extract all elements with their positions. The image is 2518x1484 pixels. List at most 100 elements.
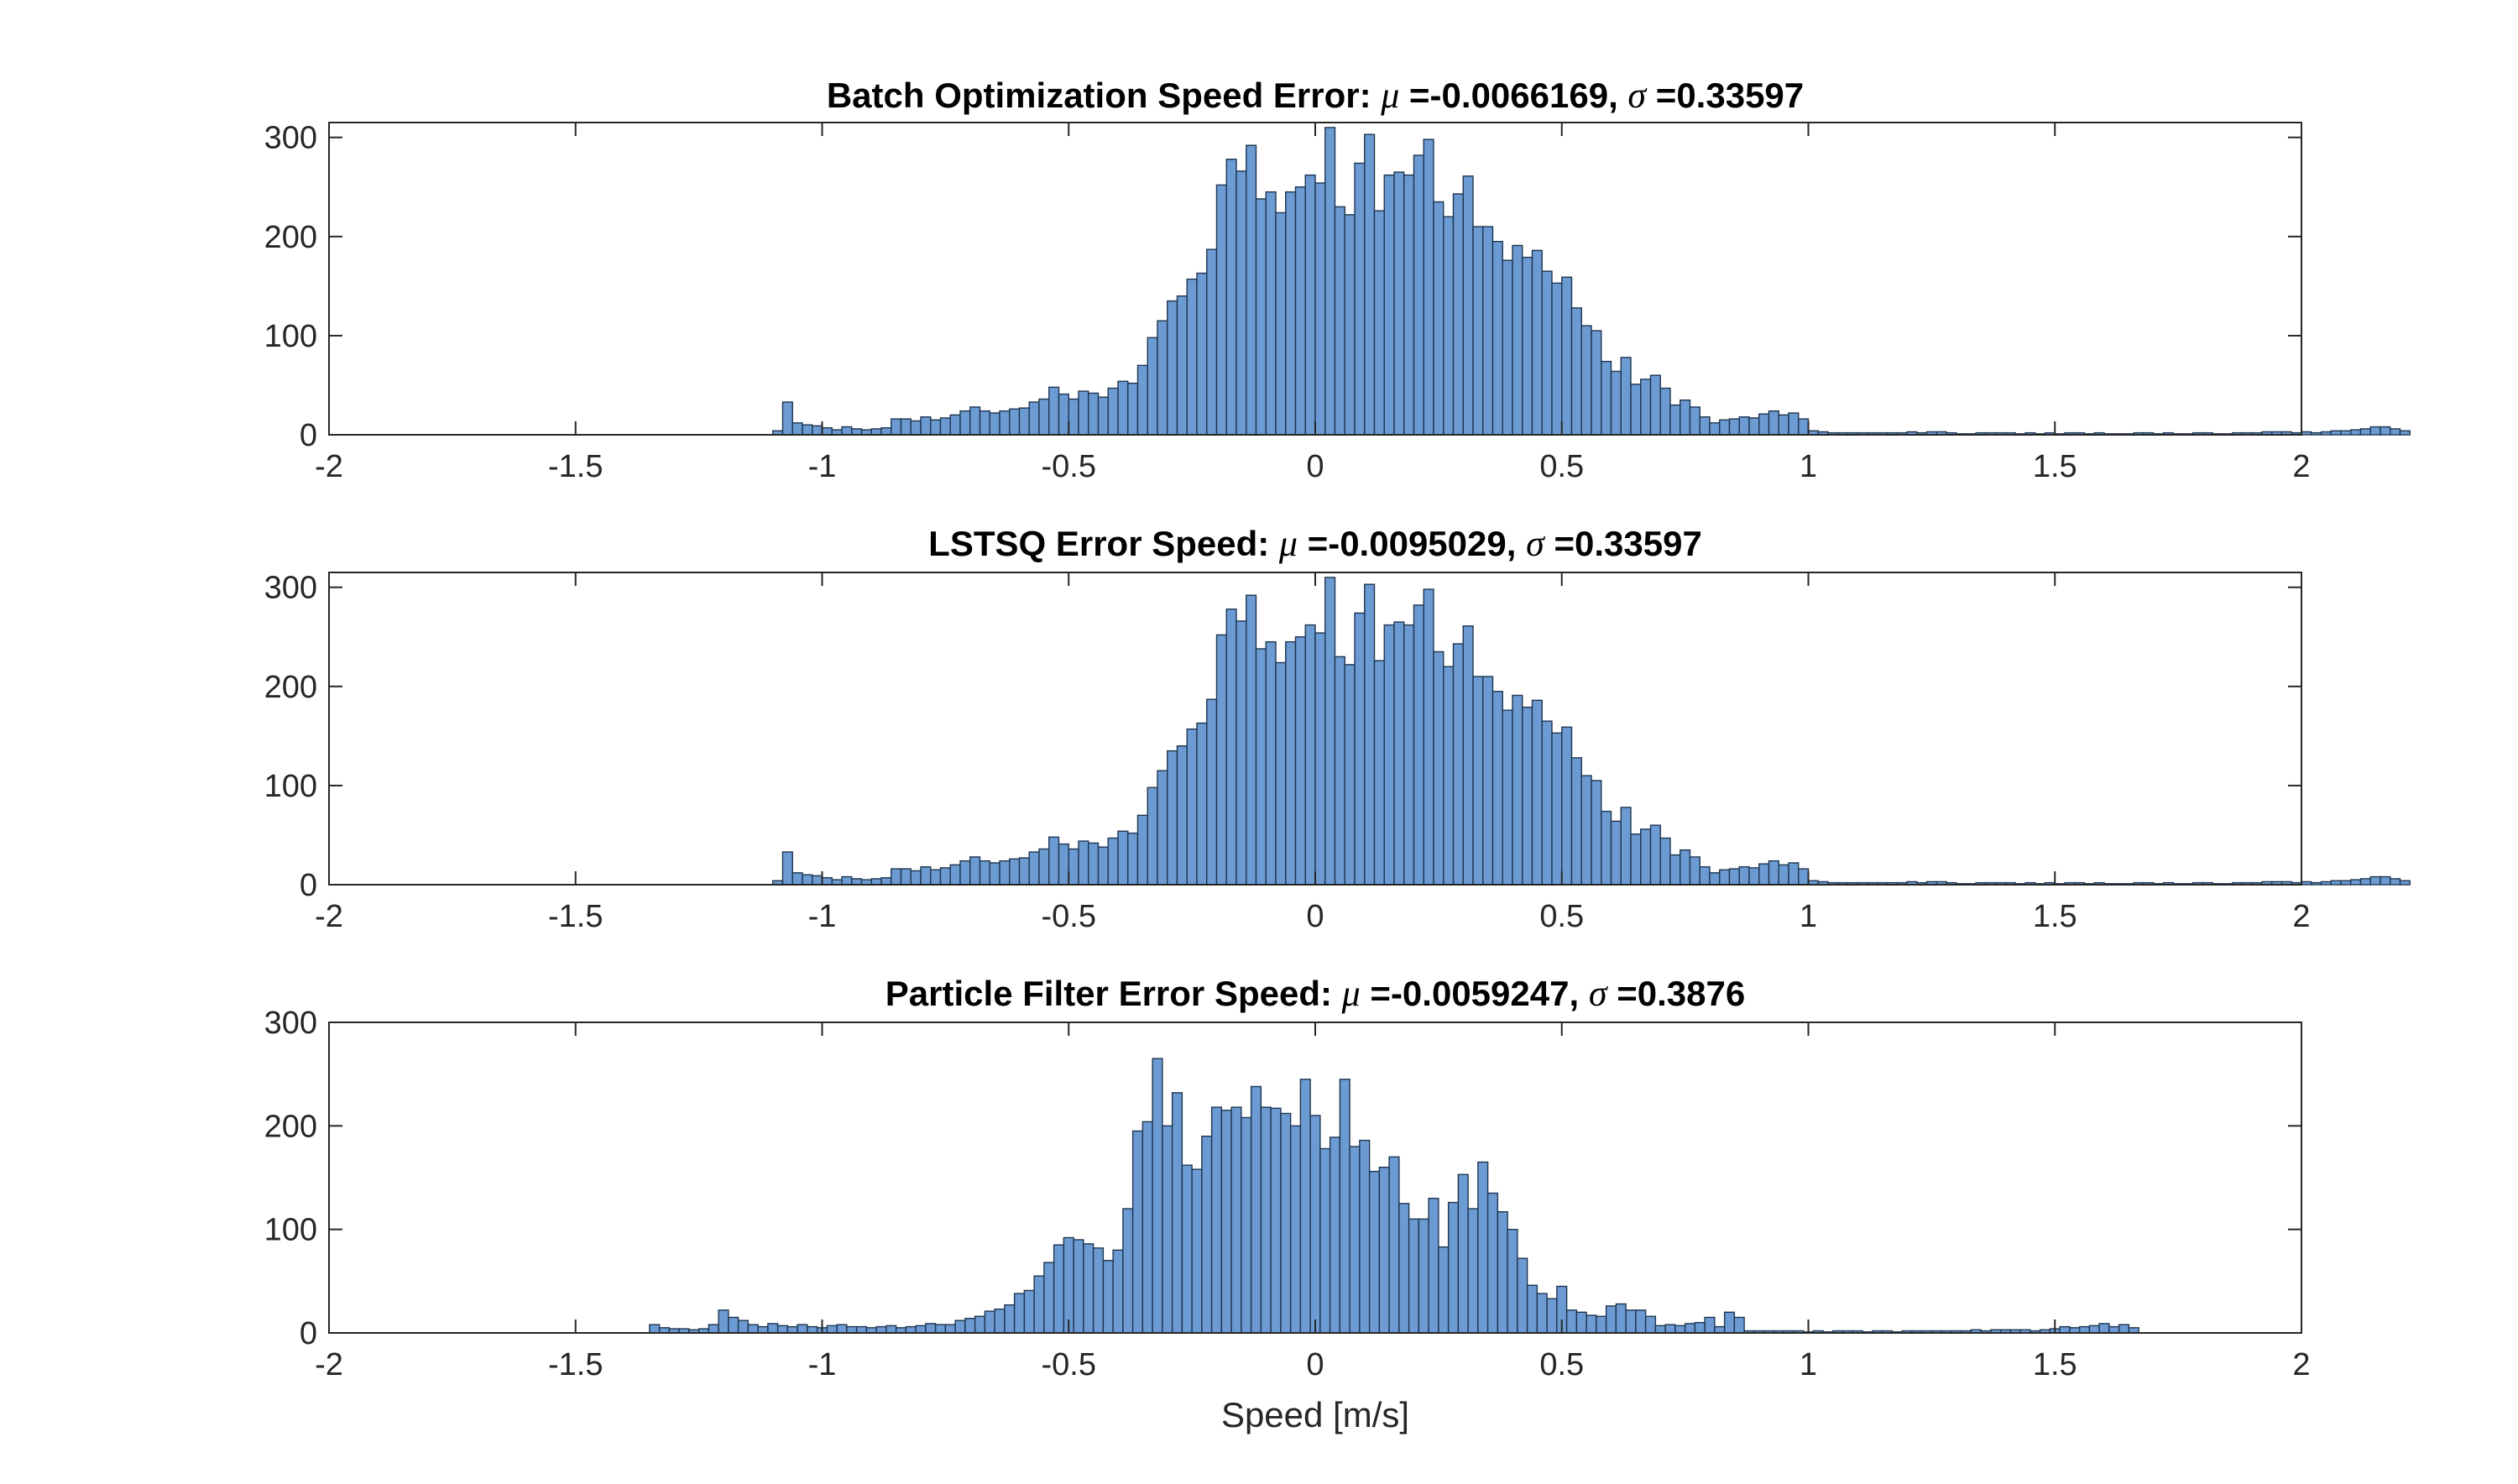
histogram-bar — [1097, 846, 1109, 886]
histogram-bar — [1486, 1192, 1499, 1334]
histogram-bar — [1462, 625, 1474, 886]
histogram-bar — [1334, 656, 1345, 886]
histogram-bar — [812, 875, 823, 886]
histogram-bar — [1689, 406, 1700, 436]
histogram-bar — [1063, 1236, 1074, 1334]
x-tick-label: 0.5 — [1539, 1347, 1584, 1382]
histogram-bar — [1586, 1314, 1597, 1334]
histogram-bar — [1359, 1139, 1371, 1334]
histogram-bar — [959, 410, 971, 436]
histogram-bar — [1536, 1293, 1548, 1334]
histogram-bar — [1373, 210, 1385, 436]
histogram-bar — [1526, 1284, 1538, 1334]
histogram-bar — [1028, 851, 1040, 886]
histogram-bar — [954, 1319, 966, 1334]
histogram-bar — [2320, 880, 2332, 886]
histogram-bar — [1255, 198, 1267, 436]
histogram-bar — [807, 1325, 818, 1334]
x-tick-label: -0.5 — [1042, 899, 1096, 934]
histogram-bar — [1393, 621, 1405, 886]
histogram-bar — [1339, 1079, 1350, 1334]
histogram-bar — [1250, 1085, 1262, 1334]
histogram-bar — [1068, 848, 1079, 886]
histogram-bar — [1152, 1058, 1163, 1334]
histogram-bar — [1043, 1262, 1055, 1334]
histogram-bar — [1674, 1325, 1686, 1334]
y-tick-label: 200 — [264, 1109, 317, 1144]
histogram-bar — [1038, 848, 1050, 886]
histogram-bar — [1018, 407, 1030, 436]
y-tick-label: 300 — [264, 571, 317, 606]
histogram-bar — [1314, 632, 1326, 886]
histogram-bar — [1635, 1309, 1647, 1334]
y-tick-label: 100 — [264, 319, 317, 354]
histogram-bar — [1309, 1115, 1321, 1334]
axes-box — [328, 1022, 2302, 1334]
histogram-bar — [1368, 1170, 1381, 1334]
histogram-bar — [1073, 1239, 1084, 1334]
title-prefix: Batch Optimization Speed Error: — [827, 76, 1371, 115]
histogram-bar — [1058, 843, 1069, 886]
histogram-bar — [1591, 780, 1602, 886]
bar-series — [649, 1058, 2139, 1334]
histogram-bar — [2359, 428, 2371, 436]
histogram-bar — [2301, 431, 2312, 436]
histogram-bar — [1443, 666, 1455, 886]
histogram-bar — [1265, 640, 1277, 886]
histogram-bar — [802, 874, 813, 886]
histogram-bar — [880, 427, 892, 436]
histogram-bar — [1009, 858, 1021, 886]
histogram-bar — [930, 869, 942, 886]
histogram-bar — [1447, 1201, 1460, 1334]
histogram-panel-lstsq: LSTSQ Error Speed: μ =-0.0095029, σ =0.3… — [264, 523, 2411, 934]
histogram-bar — [905, 1325, 917, 1334]
histogram-bar — [1220, 1110, 1232, 1334]
histogram-bar — [1723, 1311, 1736, 1334]
histogram-bar — [1004, 1304, 1016, 1334]
histogram-bar — [2320, 431, 2332, 436]
histogram-bar — [1649, 374, 1661, 436]
histogram-bar — [1649, 824, 1661, 886]
histogram-bar — [737, 1319, 750, 1334]
histogram-bar — [910, 420, 922, 436]
histogram-bar — [1457, 1173, 1469, 1334]
x-tick-label: 1 — [1800, 1347, 1817, 1382]
histogram-bar — [1798, 868, 1810, 886]
bar-series — [772, 127, 2411, 436]
axes-box — [328, 122, 2302, 436]
y-tick-label: 300 — [264, 121, 317, 156]
histogram-bar — [1531, 249, 1543, 436]
histogram-bar — [1403, 174, 1415, 436]
histogram-bar — [1364, 133, 1376, 436]
histogram-bar — [1088, 842, 1100, 886]
histogram-bar — [1013, 1293, 1026, 1334]
histogram-bar — [2359, 878, 2371, 886]
histogram-bar — [1733, 1316, 1745, 1334]
histogram-bar — [1048, 836, 1060, 886]
histogram-bar — [1344, 214, 1356, 436]
histogram-bar — [1610, 820, 1622, 886]
histogram-bar — [1334, 206, 1345, 436]
histogram-bar — [1304, 174, 1316, 436]
histogram-bar — [1048, 386, 1060, 436]
histogram-bar — [1280, 1112, 1292, 1334]
histogram-bar — [1285, 640, 1297, 886]
histogram-bar — [1349, 1146, 1361, 1334]
histogram-bar — [1615, 1303, 1627, 1334]
histogram-bar — [1378, 1166, 1390, 1334]
histogram-bar — [2380, 875, 2391, 886]
histogram-bar — [920, 866, 932, 886]
histogram-bar — [1452, 643, 1464, 886]
histogram-bar — [1186, 728, 1198, 886]
histogram-bar — [1719, 419, 1731, 436]
histogram-bar — [1502, 709, 1513, 886]
sigma-symbol: σ — [1526, 523, 1546, 564]
histogram-bar — [1107, 837, 1119, 886]
histogram-bar — [969, 856, 981, 886]
histogram-bar — [846, 1325, 858, 1334]
histogram-bar — [791, 422, 803, 436]
histogram-bar — [826, 1325, 838, 1334]
histogram-bar — [1551, 282, 1563, 436]
histogram-bar — [900, 868, 912, 886]
histogram-bar — [1136, 364, 1148, 436]
